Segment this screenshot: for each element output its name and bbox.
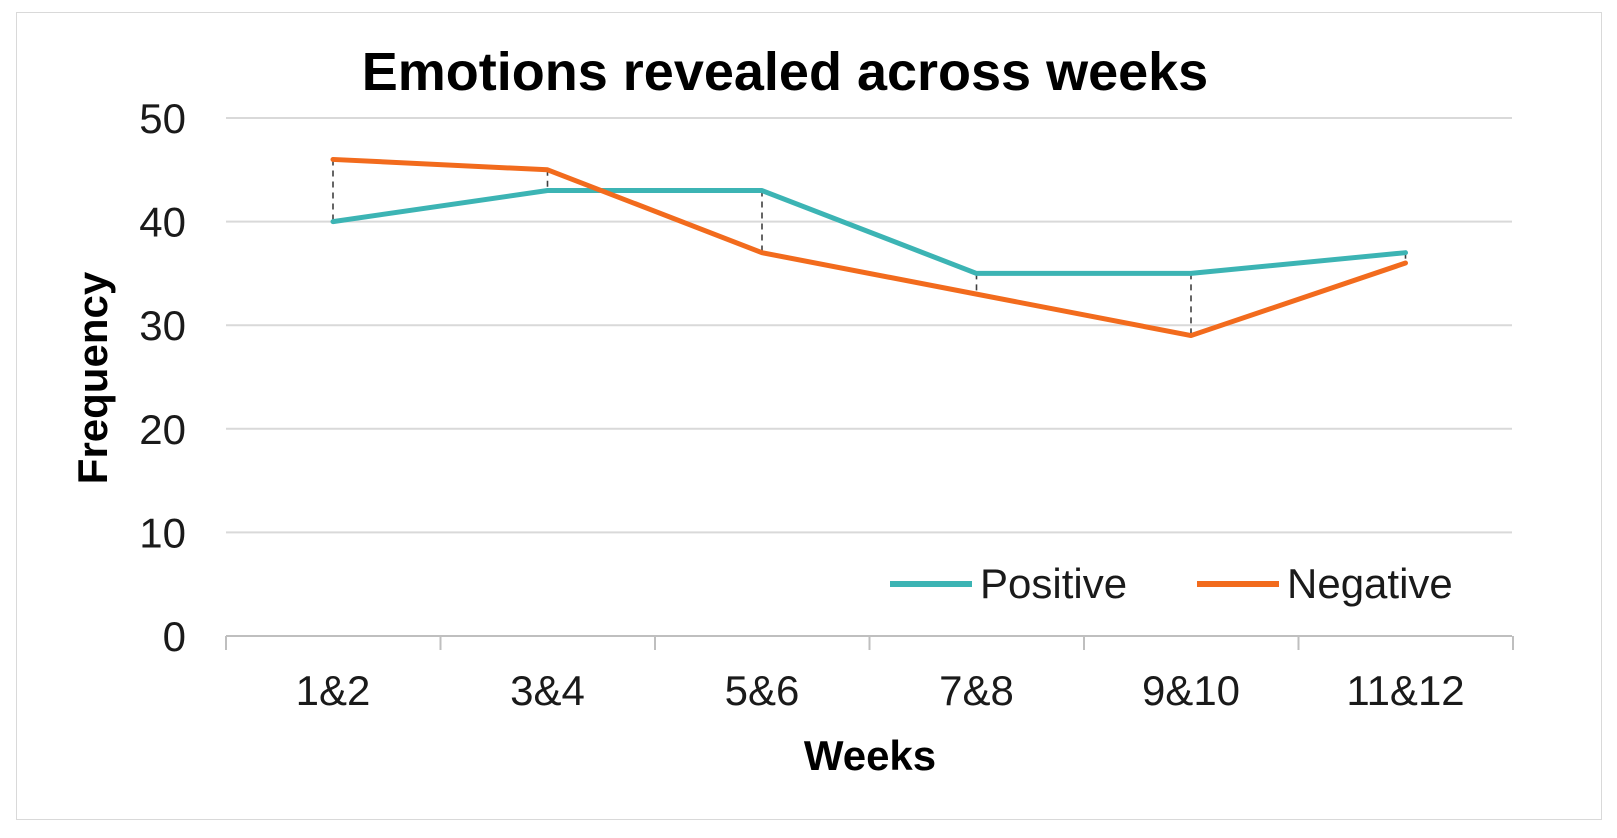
high-low-lines (332, 159, 1407, 336)
legend-label-positive: Positive (980, 560, 1127, 607)
y-tick-label: 40 (139, 199, 186, 246)
y-axis-title: Frequency (69, 271, 116, 484)
series-line-positive (330, 188, 1408, 276)
x-tick-label: 5&6 (725, 667, 800, 714)
y-tick-label: 50 (139, 95, 186, 142)
chart-title: Emotions revealed across weeks (362, 42, 1208, 102)
x-tick-label: 9&10 (1142, 667, 1240, 714)
x-tick-label: 11&12 (1346, 667, 1464, 714)
x-tick-label: 7&8 (939, 667, 1014, 714)
series-lines (330, 156, 1408, 339)
x-axis: 1&2 3&4 5&6 7&8 9&10 11&12 (225, 635, 1514, 714)
chart-frame (16, 12, 1602, 820)
series-line-negative (330, 156, 1408, 339)
y-axis-ticks: 0 10 20 30 40 50 (139, 95, 186, 660)
y-tick-label: 0 (163, 613, 186, 660)
x-tick-label: 1&2 (296, 667, 371, 714)
y-tick-label: 10 (139, 509, 186, 556)
gridlines (226, 117, 1512, 534)
legend: Positive Negative (890, 560, 1453, 607)
y-tick-label: 20 (139, 406, 186, 453)
x-tick-label: 3&4 (510, 667, 585, 714)
y-tick-label: 30 (139, 302, 186, 349)
x-axis-title: Weeks (804, 732, 936, 779)
legend-label-negative: Negative (1287, 560, 1453, 607)
